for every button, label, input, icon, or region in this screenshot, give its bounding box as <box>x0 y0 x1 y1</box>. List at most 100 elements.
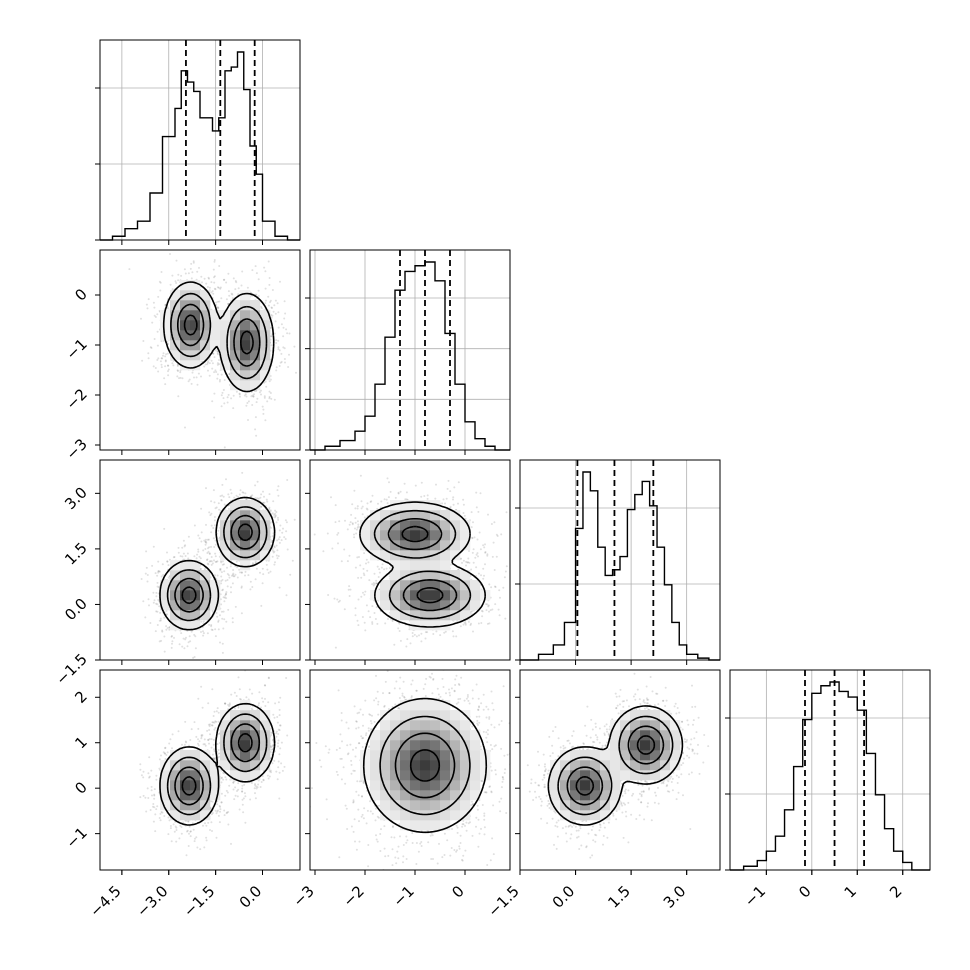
scatter-point <box>262 408 265 411</box>
scatter-point <box>398 630 401 632</box>
scatter-point <box>169 253 171 255</box>
scatter-point <box>261 405 264 408</box>
scatter-point <box>326 532 329 535</box>
scatter-point <box>168 626 171 629</box>
scatter-points <box>140 471 296 663</box>
scatter-point <box>327 594 330 596</box>
scatter-point <box>287 366 290 368</box>
scatter-point <box>465 564 467 567</box>
scatter-point <box>156 603 159 606</box>
scatter-point <box>361 513 364 516</box>
scatter-point <box>181 645 184 648</box>
scatter-point <box>156 574 159 577</box>
scatter-point <box>180 274 183 277</box>
scatter-point <box>204 540 207 543</box>
scatter-point <box>146 574 149 576</box>
scatter-point <box>159 289 162 292</box>
scatter-point <box>403 482 406 485</box>
scatter-point <box>190 630 193 633</box>
scatter-point <box>490 523 493 525</box>
density-cell <box>170 580 181 591</box>
scatter-panel-1-0 <box>99 249 301 451</box>
scatter-point <box>260 393 262 396</box>
scatter-point <box>158 570 161 573</box>
scatter-point <box>225 592 227 595</box>
scatter-point <box>200 375 202 378</box>
scatter-point <box>460 557 462 560</box>
density-cell <box>200 610 211 621</box>
scatter-point <box>246 402 249 404</box>
scatter-point <box>154 572 157 575</box>
scatter-point <box>205 541 208 544</box>
density-cell <box>240 300 251 311</box>
scatter-point <box>153 338 156 340</box>
scatter-point <box>232 394 235 397</box>
scatter-point <box>369 616 372 619</box>
scatter-point <box>234 605 237 608</box>
scatter-point <box>252 395 255 398</box>
scatter-point <box>500 533 503 536</box>
density-cell <box>180 590 191 601</box>
scatter-point <box>213 546 216 548</box>
density-cell <box>190 340 201 351</box>
scatter-point <box>222 627 225 630</box>
scatter-point <box>226 401 229 404</box>
density-cell <box>180 610 191 621</box>
scatter-point <box>213 416 216 419</box>
scatter-point <box>272 500 275 503</box>
scatter-point <box>469 624 472 626</box>
scatter-point <box>521 574 523 576</box>
scatter-point <box>275 342 278 344</box>
scatter-point <box>202 634 205 637</box>
density-cell <box>170 310 181 321</box>
scatter-point <box>277 518 280 521</box>
scatter-point <box>210 556 213 558</box>
scatter-point <box>399 639 402 642</box>
scatter-point <box>485 609 488 612</box>
scatter-point <box>204 538 207 541</box>
scatter-point <box>216 300 219 303</box>
scatter-point <box>200 507 203 510</box>
scatter-point <box>348 595 351 597</box>
scatter-point <box>365 507 368 510</box>
scatter-point <box>494 603 497 606</box>
histogram-steps <box>100 51 300 241</box>
scatter-point <box>223 570 226 573</box>
scatter-point <box>184 661 186 663</box>
panel-content <box>313 474 523 649</box>
scatter-point <box>244 574 246 577</box>
density-cell <box>160 580 171 591</box>
scatter-point <box>187 535 190 538</box>
scatter-point <box>255 272 258 275</box>
scatter-point <box>277 555 280 558</box>
density-cell <box>260 540 271 551</box>
scatter-point <box>462 498 465 501</box>
scatter-point <box>250 495 253 498</box>
scatter-point <box>213 281 216 284</box>
scatter-point <box>219 569 222 572</box>
scatter-point <box>354 517 357 520</box>
scatter-point <box>385 567 388 570</box>
density-cell <box>190 560 201 571</box>
scatter-point <box>223 278 226 281</box>
scatter-point <box>172 359 175 362</box>
scatter-point <box>397 492 400 495</box>
scatter-point <box>160 363 163 366</box>
scatter-point <box>222 495 225 498</box>
scatter-point <box>159 281 162 284</box>
density-cell <box>200 350 211 361</box>
scatter-point <box>226 579 229 581</box>
scatter-point <box>223 600 226 603</box>
scatter-point <box>152 365 155 368</box>
scatter-point <box>192 260 195 263</box>
scatter-point <box>262 501 265 504</box>
scatter-point <box>170 646 173 649</box>
scatter-point <box>275 339 278 342</box>
scatter-point <box>128 268 131 271</box>
scatter-point <box>210 563 213 566</box>
density-cell <box>170 330 181 341</box>
density-cell <box>210 600 221 611</box>
scatter-point <box>221 589 224 592</box>
density-cell <box>230 340 241 351</box>
scatter-point <box>219 378 221 381</box>
